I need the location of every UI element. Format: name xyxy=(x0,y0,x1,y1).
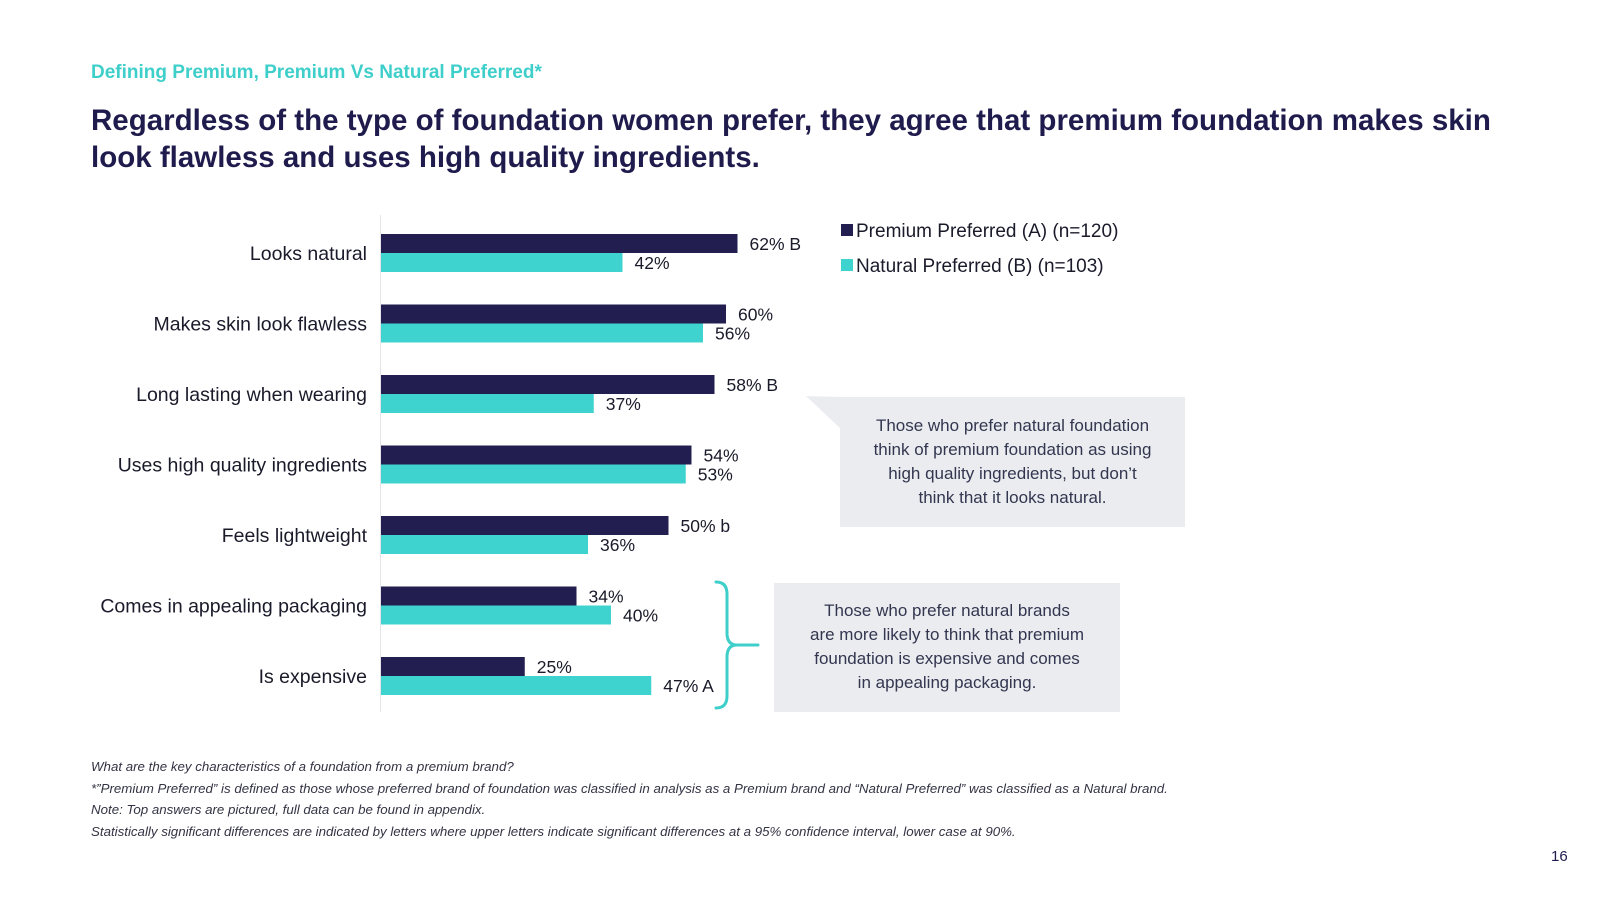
legend-swatch xyxy=(841,259,853,271)
bar-premium xyxy=(381,304,726,324)
callout-line: think of premium foundation as using xyxy=(873,440,1152,459)
data-label: 53% xyxy=(698,465,733,485)
page-headline: Regardless of the type of foundation wom… xyxy=(91,104,1491,174)
page-number: 16 xyxy=(1551,848,1568,865)
data-label: 42% xyxy=(635,253,670,273)
bar-premium xyxy=(381,234,738,253)
callout-line: are more likely to think that premium xyxy=(810,625,1084,644)
callout-line: foundation is expensive and comes xyxy=(814,649,1080,668)
callout-line: in appealing packaging. xyxy=(857,673,1037,692)
category-label: Looks natural xyxy=(250,243,367,265)
callout-line: Those who prefer natural foundation xyxy=(875,416,1150,435)
bar-premium xyxy=(381,375,715,394)
data-label: 50% b xyxy=(681,516,731,536)
data-label: 54% xyxy=(704,446,739,466)
data-label: 47% A xyxy=(663,676,714,696)
category-label: Is expensive xyxy=(259,666,367,688)
data-label: 58% B xyxy=(727,375,779,395)
category-label: Feels lightweight xyxy=(222,525,368,547)
data-label: 25% xyxy=(537,657,572,677)
bar-natural xyxy=(381,323,703,343)
footnotes: What are the key characteristics of a fo… xyxy=(91,756,1541,842)
footnote-definition: *”Premium Preferred” is defined as those… xyxy=(91,780,1168,796)
bar-natural xyxy=(381,253,623,272)
data-label: 36% xyxy=(600,535,635,555)
category-label: Makes skin look flawless xyxy=(154,314,368,336)
bar-premium xyxy=(381,657,525,676)
callout-packaging-expensive: Those who prefer natural brands are more… xyxy=(774,583,1120,712)
data-label: 62% B xyxy=(750,234,802,254)
bar-natural xyxy=(381,535,588,554)
bar-premium xyxy=(381,445,692,465)
eyebrow-title: Defining Premium, Premium Vs Natural Pre… xyxy=(91,62,542,83)
data-label: 37% xyxy=(606,394,641,414)
legend-swatch xyxy=(841,224,853,236)
bar-premium xyxy=(381,516,669,535)
data-label: 60% xyxy=(738,305,773,325)
footnote-question: What are the key characteristics of a fo… xyxy=(91,759,514,774)
category-label: Long lasting when wearing xyxy=(136,384,367,406)
legend-label: Premium Preferred (A) (n=120) xyxy=(856,221,1118,242)
data-label: 56% xyxy=(715,324,750,344)
callout-natural-quality: Those who prefer natural foundation thin… xyxy=(840,397,1185,527)
legend-label: Natural Preferred (B) (n=103) xyxy=(856,256,1104,277)
callout-line: Those who prefer natural brands xyxy=(824,601,1070,620)
bar-natural xyxy=(381,464,686,484)
bar-natural xyxy=(381,605,611,625)
callout-line: think that it looks natural. xyxy=(918,488,1107,507)
category-label: Uses high quality ingredients xyxy=(118,455,368,477)
data-label: 34% xyxy=(589,587,624,607)
data-label: 40% xyxy=(623,606,658,626)
category-label: Comes in appealing packaging xyxy=(100,596,367,618)
bar-premium xyxy=(381,586,577,606)
footnote-note: Note: Top answers are pictured, full dat… xyxy=(91,802,486,817)
bar-natural xyxy=(381,394,594,413)
callout-line: high quality ingredients, but don’t xyxy=(888,464,1137,483)
bar-natural xyxy=(381,676,652,695)
footnote-significance: Statistically significant differences ar… xyxy=(91,823,1016,839)
